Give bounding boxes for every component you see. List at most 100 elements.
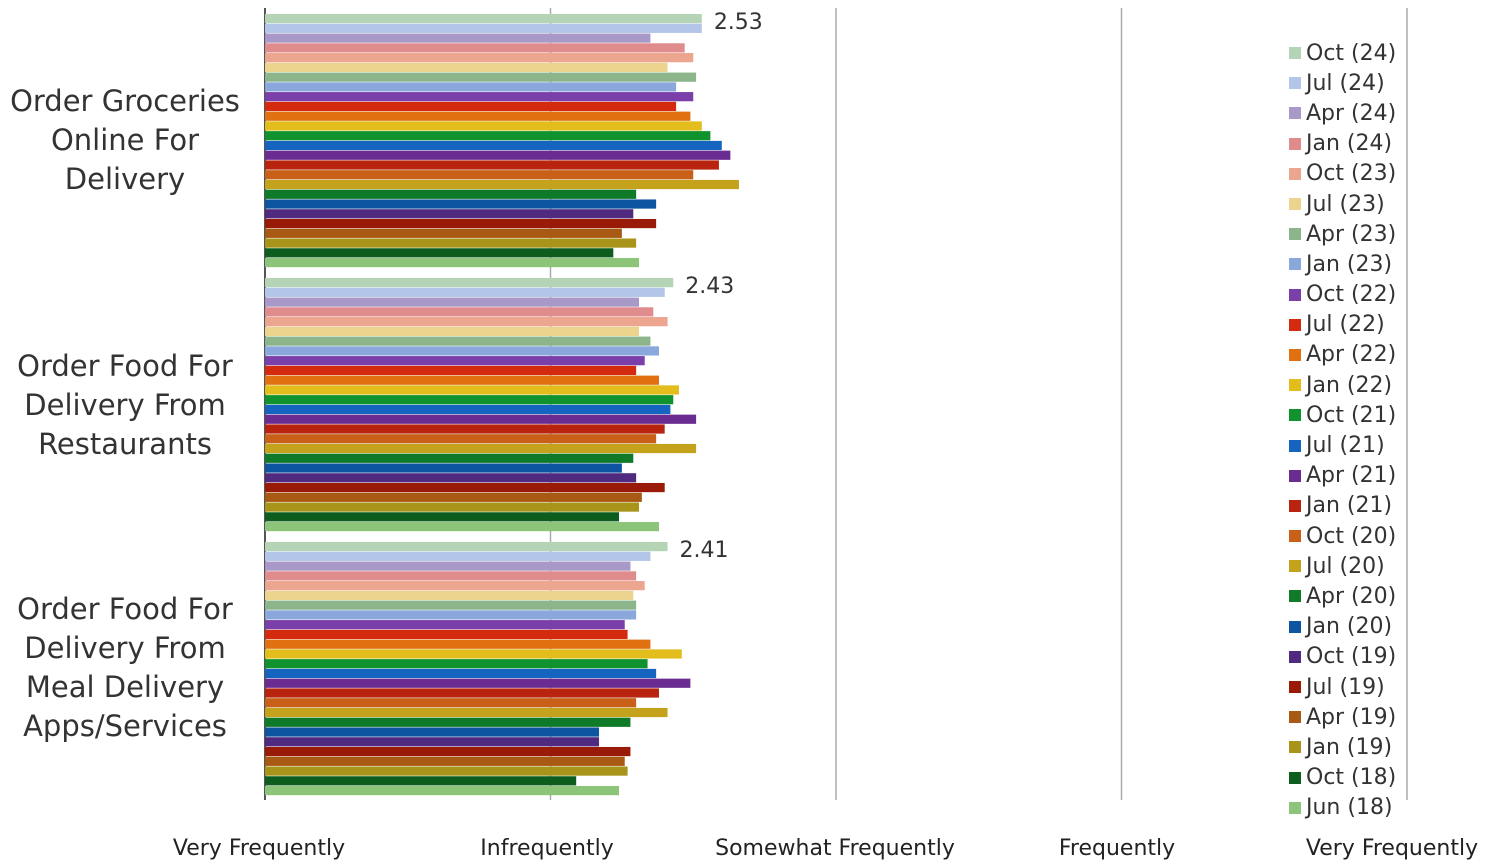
legend-item: Jul (20)	[1289, 551, 1396, 581]
bar	[265, 424, 665, 434]
bar	[265, 258, 640, 268]
legend-label: Jan (24)	[1306, 131, 1393, 157]
legend-swatch	[1289, 198, 1301, 211]
category-label-line: Order Groceries	[10, 83, 240, 118]
legend-item: Apr (20)	[1289, 581, 1396, 611]
category-label: Order Food For Delivery From Restaurants	[0, 347, 250, 464]
bar	[265, 766, 628, 776]
legend-item: Jun (18)	[1289, 793, 1396, 823]
bar	[265, 179, 739, 190]
legend-label: Apr (24)	[1306, 100, 1397, 126]
legend-item: Jan (24)	[1289, 129, 1396, 159]
legend-swatch	[1289, 560, 1301, 573]
legend-item: Oct (19)	[1289, 642, 1396, 672]
legend-swatch	[1289, 590, 1301, 603]
legend-swatch	[1289, 228, 1301, 241]
bar	[265, 170, 694, 180]
legend-swatch	[1289, 650, 1301, 663]
bar	[265, 326, 640, 336]
bar	[265, 385, 679, 395]
legend-item: Apr (21)	[1289, 461, 1396, 491]
legend-label: Oct (20)	[1306, 523, 1397, 549]
bar	[265, 659, 648, 669]
bar	[265, 443, 697, 454]
bar	[265, 707, 668, 718]
legend-label: Apr (19)	[1306, 704, 1397, 730]
legend-label: Oct (22)	[1306, 282, 1397, 308]
bar	[265, 522, 659, 532]
legend-item: Jul (23)	[1289, 189, 1396, 219]
bar	[265, 542, 668, 552]
category-label: Order Food For Delivery From Meal Delivery…	[0, 590, 250, 746]
legend-item: Oct (20)	[1289, 521, 1396, 551]
bar	[265, 727, 600, 737]
x-tick-label: Frequently	[1058, 836, 1176, 861]
legend-item: Oct (24)	[1289, 38, 1396, 68]
bar	[265, 131, 711, 141]
legend-item: Jan (22)	[1289, 370, 1396, 400]
category-label-line: Order Food For	[17, 592, 233, 626]
bar	[265, 600, 637, 610]
bar	[265, 620, 625, 630]
x-tick-label: Infrequently	[480, 836, 614, 861]
category-label-line: Delivery	[64, 161, 186, 196]
bar	[265, 561, 631, 571]
legend-item: Jul (24)	[1289, 68, 1396, 98]
category-label-line: Online For	[50, 122, 200, 157]
bar	[265, 346, 659, 356]
bar	[265, 404, 671, 415]
bar	[265, 678, 691, 688]
legend-swatch	[1289, 258, 1301, 271]
bar	[265, 33, 651, 43]
legend-swatch	[1289, 801, 1301, 814]
bar	[265, 737, 600, 747]
legend-label: Apr (20)	[1306, 583, 1397, 609]
category-label: Order Groceries Online For Delivery	[0, 82, 250, 199]
legend-label: Jun (18)	[1306, 795, 1393, 821]
bar	[265, 688, 659, 698]
bar	[265, 336, 651, 346]
bar	[265, 717, 631, 727]
bar	[265, 287, 665, 297]
legend-label: Jul (23)	[1306, 191, 1385, 217]
data-label: 2.53	[714, 10, 763, 35]
legend-item: Jul (19)	[1289, 672, 1396, 702]
legend-label: Jul (20)	[1306, 553, 1385, 579]
bar	[265, 698, 637, 708]
bar	[265, 610, 637, 620]
legend-item: Jul (21)	[1289, 430, 1396, 460]
bar	[265, 365, 637, 376]
legend-item: Oct (22)	[1289, 280, 1396, 310]
x-tick-label: Somewhat Frequently	[715, 836, 955, 861]
bar	[265, 375, 659, 385]
legend-label: Oct (23)	[1306, 161, 1397, 187]
bar	[265, 512, 620, 522]
legend-swatch	[1289, 711, 1301, 724]
bar	[265, 668, 657, 679]
legend-swatch	[1289, 348, 1301, 361]
legend-swatch	[1289, 107, 1301, 120]
legend-item: Jan (23)	[1289, 249, 1396, 279]
legend-swatch	[1289, 741, 1301, 754]
bar	[265, 492, 642, 502]
legend-item: Jan (20)	[1289, 612, 1396, 642]
bar	[265, 14, 702, 24]
legend-swatch	[1289, 379, 1301, 392]
legend-swatch	[1289, 469, 1301, 482]
legend-item: Jan (21)	[1289, 491, 1396, 521]
bar	[265, 581, 645, 591]
bar	[265, 356, 645, 366]
data-label: 2.43	[685, 274, 734, 299]
bar	[265, 463, 622, 473]
legend-label: Jul (19)	[1306, 674, 1385, 700]
bar	[265, 434, 657, 444]
legend-label: Apr (23)	[1306, 221, 1397, 247]
legend-swatch	[1289, 318, 1301, 331]
bar	[265, 218, 657, 229]
bar	[265, 189, 637, 199]
bar	[265, 92, 694, 102]
bar	[265, 473, 637, 483]
legend-swatch	[1289, 530, 1301, 543]
category-label-line: Order Food For	[17, 348, 233, 383]
